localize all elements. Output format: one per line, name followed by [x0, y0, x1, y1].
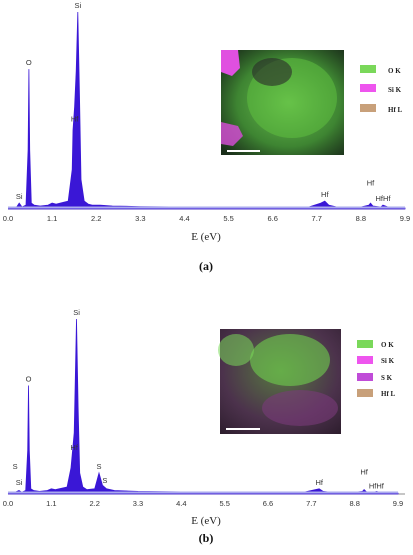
peak-label: Hf	[367, 178, 375, 187]
x-tick-label: 6.6	[263, 499, 273, 508]
x-tick-label: 1.1	[46, 499, 56, 508]
peak-label: Si	[74, 1, 81, 10]
legend-swatch-si-k-a	[360, 84, 376, 92]
x-tick-label: 0.0	[3, 499, 13, 508]
x-tick-label: 1.1	[47, 214, 57, 223]
legend-label-o-k-b: O K	[381, 341, 394, 349]
legend-swatch-o-k-b	[357, 340, 373, 348]
peak-label: Hf	[315, 478, 323, 487]
elemental-map-a	[221, 50, 344, 155]
legend-label-s-k-b: S K	[381, 374, 393, 382]
x-tick-label: 4.4	[179, 214, 189, 223]
peak-label: S	[96, 462, 101, 471]
peak-label: Hf	[71, 114, 79, 123]
x-tick-label: 8.8	[349, 499, 359, 508]
legend-label-si-k-a: Si K	[388, 86, 402, 94]
peak-label: S	[102, 476, 107, 485]
legend-swatch-o-k-a	[360, 65, 376, 73]
peak-label: HfHf	[369, 481, 385, 490]
x-tick-label: 3.3	[133, 499, 143, 508]
legend-label-si-k-b: Si K	[381, 357, 395, 365]
spectrum-b	[7, 318, 399, 495]
peak-label: Hf	[70, 443, 78, 452]
spectrum-a	[7, 11, 406, 210]
x-tick-label: 0.0	[3, 214, 13, 223]
legend-label-o-k-a: O K	[388, 67, 401, 75]
scale-bar-b	[226, 428, 260, 430]
map-a-silicon-region-2	[221, 122, 243, 146]
peak-label: Hf	[321, 190, 329, 199]
peak-label: S	[13, 462, 18, 471]
elemental-map-b	[218, 329, 341, 434]
x-tick-label: 9.9	[393, 499, 403, 508]
peak-label: Hf	[360, 467, 368, 476]
x-axis-title-b: E (eV)	[191, 515, 221, 527]
peak-label: Si	[16, 192, 23, 201]
x-tick-label: 5.5	[219, 499, 229, 508]
x-tick-label: 5.5	[223, 214, 233, 223]
map-a-dark-pore	[252, 58, 292, 86]
map-b-oxygen-cluster-2	[218, 334, 254, 366]
peak-label: O	[26, 375, 32, 384]
x-tick-label: 7.7	[306, 499, 316, 508]
x-tick-label: 2.2	[91, 214, 101, 223]
x-tick-labels-a: 0.0 1.1 2.2 3.3 4.4 5.5 6.6 7.7 8.8 9.9	[3, 214, 410, 223]
legend-swatch-s-k-b	[357, 373, 373, 381]
legend-label-hf-l-b: Hf L	[381, 390, 396, 398]
x-tick-label: 6.6	[267, 214, 277, 223]
panel-label-b: (b)	[199, 531, 214, 545]
x-tick-label: 9.9	[400, 214, 410, 223]
map-b-oxygen-cluster	[250, 334, 330, 386]
legend-swatch-hf-l-a	[360, 104, 376, 112]
map-a-silicon-region	[221, 50, 240, 76]
peak-label: O	[26, 58, 32, 67]
peak-label: HfHf	[375, 194, 391, 203]
panel-b: 0.0 1.1 2.2 3.3 4.4 5.5 6.6 7.7 8.8 9.9 S Si O Si Hf S…	[3, 308, 405, 545]
x-tick-label: 4.4	[176, 499, 186, 508]
panel-label-a: (a)	[199, 259, 213, 273]
legend-swatch-hf-l-b	[357, 389, 373, 397]
legend-swatch-si-k-b	[357, 356, 373, 364]
peak-label: Si	[73, 308, 80, 317]
map-b-sulfur-region	[262, 390, 338, 426]
x-tick-label: 2.2	[89, 499, 99, 508]
panel-a: 0.0 1.1 2.2 3.3 4.4 5.5 6.6 7.7 8.8 9.9 SiOSiHfHf…	[3, 1, 410, 273]
scale-bar-a	[227, 150, 260, 152]
map-legend-b: O K Si K S K Hf L	[357, 340, 396, 398]
legend-label-hf-l-a: Hf L	[388, 106, 403, 114]
x-axis-title-a: E (eV)	[191, 231, 221, 243]
x-tick-label: 7.7	[312, 214, 322, 223]
spectrum-area-a	[7, 11, 406, 210]
x-tick-labels-b: 0.0 1.1 2.2 3.3 4.4 5.5 6.6 7.7 8.8 9.9	[3, 499, 403, 508]
map-legend-a: O K Si K Hf L	[360, 65, 403, 114]
peak-label: Si	[16, 478, 23, 487]
x-tick-label: 3.3	[135, 214, 145, 223]
x-tick-label: 8.8	[356, 214, 366, 223]
